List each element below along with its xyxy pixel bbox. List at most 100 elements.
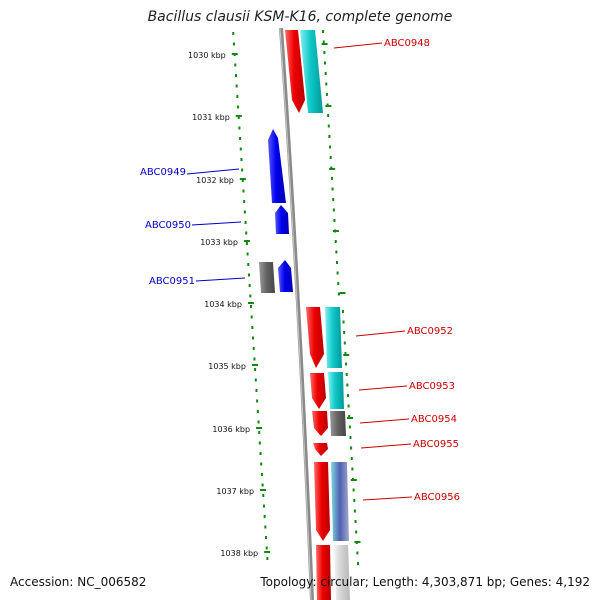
minor-tick <box>247 273 250 277</box>
minor-tick <box>250 305 253 308</box>
minor-tick <box>236 95 239 98</box>
minor-tick <box>353 499 356 502</box>
minor-tick <box>324 61 327 65</box>
feature-abc0951[interactable] <box>259 260 293 293</box>
minor-tick <box>232 42 235 46</box>
minor-tick <box>235 84 238 88</box>
major-tick <box>264 551 271 553</box>
major-tick <box>235 115 242 117</box>
major-tick <box>251 364 258 366</box>
feature-abc0952[interactable] <box>306 307 342 368</box>
minor-tick <box>242 189 245 193</box>
gene-label-abc0951[interactable]: ABC0951 <box>149 276 195 287</box>
axis-label: 1033 kbp <box>200 238 238 247</box>
major-tick <box>256 427 263 429</box>
minor-tick <box>337 282 340 285</box>
feature-abc0949[interactable] <box>268 129 286 203</box>
minor-tick <box>234 74 237 77</box>
topology-text: Topology: circular; Length: 4,303,871 bp… <box>260 575 590 589</box>
minor-tick <box>243 210 246 214</box>
minor-tick <box>241 179 244 182</box>
minor-tick <box>354 520 357 523</box>
feature-abc0954[interactable] <box>312 411 346 436</box>
minor-tick <box>252 336 255 340</box>
axis-label: 1034 kbp <box>204 300 242 309</box>
axis-label: 1030 kbp <box>188 51 226 60</box>
minor-tick <box>263 515 266 518</box>
genome-title: Bacillus clausii KSM-K16, complete genom… <box>147 9 453 25</box>
minor-tick <box>243 200 246 203</box>
minor-tick <box>345 373 348 376</box>
minor-tick <box>330 177 333 180</box>
major-tick <box>343 354 350 356</box>
feature-abc0950[interactable] <box>275 205 289 234</box>
minor-tick <box>237 116 240 119</box>
axis-label: 1037 kbp <box>216 487 254 496</box>
gene-label-abc0948[interactable]: ABC0948 <box>384 38 430 49</box>
minor-tick <box>247 263 250 266</box>
gene-label-abc0956[interactable]: ABC0956 <box>414 492 460 503</box>
feature-abc0956[interactable] <box>314 462 350 600</box>
minor-tick <box>324 72 327 75</box>
minor-tick <box>346 394 349 397</box>
minor-tick <box>334 240 337 243</box>
minor-tick <box>256 399 259 403</box>
gene-label-abc0955[interactable]: ABC0955 <box>413 439 459 450</box>
minor-tick <box>253 357 256 361</box>
major-tick <box>321 43 328 45</box>
gene-label-abc0953[interactable]: ABC0953 <box>409 381 455 392</box>
minor-tick <box>239 137 242 140</box>
minor-tick <box>238 126 241 130</box>
gene-label-abc0950[interactable]: ABC0950 <box>145 220 191 231</box>
minor-tick <box>329 156 332 159</box>
minor-tick <box>332 208 335 212</box>
minor-tick <box>343 331 346 334</box>
accession-text: Accession: NC_006582 <box>10 575 147 589</box>
minor-tick <box>325 82 328 86</box>
major-tick <box>239 178 246 180</box>
minor-tick <box>342 320 345 324</box>
minor-tick <box>260 462 263 466</box>
feature-abc0955[interactable] <box>313 443 328 456</box>
minor-tick <box>349 436 352 439</box>
feature-abc0948[interactable] <box>285 30 323 113</box>
axis-label: 1036 kbp <box>212 425 250 434</box>
minor-tick <box>259 452 262 455</box>
left-tick-track <box>232 32 269 560</box>
minor-tick <box>327 124 330 128</box>
minor-tick <box>244 221 247 224</box>
major-tick <box>354 541 361 543</box>
gene-label-abc0949[interactable]: ABC0949 <box>140 167 186 178</box>
gene-label-abc0954[interactable]: ABC0954 <box>411 414 457 425</box>
minor-tick <box>252 347 255 350</box>
minor-tick <box>333 219 336 222</box>
minor-tick <box>346 383 349 387</box>
minor-tick <box>262 494 265 497</box>
feature-abc0953[interactable] <box>310 372 344 409</box>
minor-tick <box>246 252 249 256</box>
major-tick <box>325 105 332 107</box>
minor-tick <box>337 292 340 296</box>
gene-label-abc0952[interactable]: ABC0952 <box>407 326 453 337</box>
minor-tick <box>262 504 265 508</box>
minor-tick <box>332 198 335 201</box>
axis-labels: 1030 kbp 1031 kbp 1032 kbp 1033 kbp 1034 kbp… <box>188 51 258 558</box>
label-leaders <box>186 42 413 501</box>
minor-tick <box>254 378 257 382</box>
minor-tick <box>258 441 261 445</box>
axis-label: 1035 kbp <box>208 362 246 371</box>
major-tick <box>243 240 250 242</box>
minor-tick <box>347 404 350 408</box>
axis-label: 1032 kbp <box>196 176 234 185</box>
minor-tick <box>343 341 346 345</box>
minor-tick <box>265 546 268 550</box>
axis-label: 1031 kbp <box>192 113 230 122</box>
minor-tick <box>344 352 347 355</box>
minor-tick <box>350 457 353 460</box>
minor-tick <box>327 114 330 117</box>
minor-tick <box>250 315 253 319</box>
minor-tick <box>237 105 240 109</box>
minor-tick <box>322 30 325 33</box>
axis-label: 1038 kbp <box>220 549 258 558</box>
